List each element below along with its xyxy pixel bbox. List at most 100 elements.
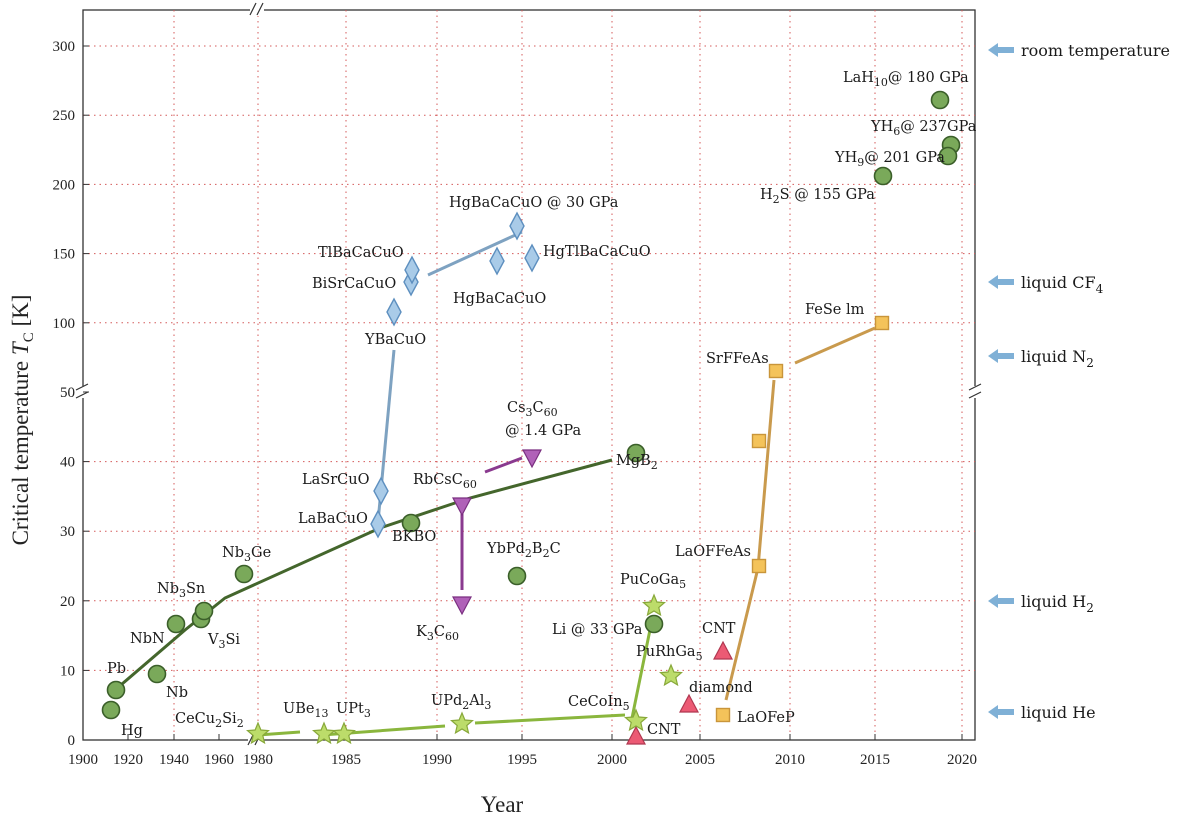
label-nb: Nb xyxy=(166,685,188,701)
marker-triangle-up xyxy=(626,725,646,745)
x-break-mark-top xyxy=(249,2,264,16)
marker-diamond xyxy=(370,509,386,539)
marker-square xyxy=(751,558,767,574)
x-tick-label: 1940 xyxy=(159,752,189,768)
x-tick-label: 2000 xyxy=(597,752,627,768)
label-cnt-2006: CNT xyxy=(702,621,736,637)
trend-line-conventional xyxy=(114,458,613,692)
y-tick-label: 100 xyxy=(53,316,76,332)
label-ybacuo: YBaCuO xyxy=(364,332,426,348)
ref-room-temperature: room temperature xyxy=(1021,41,1170,60)
label-cs3c60: Cs3C60 xyxy=(507,400,558,419)
y-tick-label: 50 xyxy=(60,385,75,401)
marker-square xyxy=(874,315,890,331)
x-tick-label: 1920 xyxy=(113,752,143,768)
y-break-right xyxy=(969,386,983,398)
label-cecoin5: CeCoIn5 xyxy=(568,694,630,713)
marker-star xyxy=(642,593,666,617)
y-tick-label: 0 xyxy=(68,733,76,749)
y-break-mark-left xyxy=(75,383,89,399)
marker-circle xyxy=(938,146,958,166)
marker-diamond xyxy=(386,297,402,327)
x-tick-label: 1980 xyxy=(243,752,273,768)
label-ube13: UBe13 xyxy=(283,701,328,720)
marker-circle xyxy=(930,90,950,110)
label-fese: FeSe lm xyxy=(805,302,865,318)
marker-circle xyxy=(194,601,214,621)
label-yh9: YH9@ 201 GPa xyxy=(834,150,945,169)
trend-line-hf-1 xyxy=(257,730,301,737)
label-lah10: LaH10@ 180 GPa xyxy=(843,70,969,89)
marker-square xyxy=(768,363,784,379)
x-axis-title: Year xyxy=(481,792,524,817)
label-lasrcuo: LaSrCuO xyxy=(302,472,370,488)
marker-circle xyxy=(507,566,527,586)
label-bkbo: BKBO xyxy=(392,529,436,545)
ref-liquid-cf4: liquid CF4 xyxy=(1021,273,1104,296)
label-upd2al3: UPd2Al3 xyxy=(431,693,491,712)
y-tick-label: 250 xyxy=(53,108,76,124)
label-hgbacacuo: HgBaCaCuO xyxy=(453,291,546,307)
label-cnt-2001: CNT xyxy=(647,722,681,738)
trend-line-cuprate-2 xyxy=(427,230,523,277)
marker-star xyxy=(332,721,356,745)
label-pucoga5: PuCoGa5 xyxy=(620,572,686,591)
marker-circle xyxy=(166,614,186,634)
trend-line-hf-3 xyxy=(474,713,626,725)
marker-circle xyxy=(401,513,421,533)
marker-star xyxy=(624,708,648,732)
trend-line-iron-2 xyxy=(794,326,876,365)
y-tick-label: 150 xyxy=(53,247,76,263)
marker-circle xyxy=(873,166,893,186)
label-rbcsc60: RbCsC60 xyxy=(413,472,477,491)
marker-triangle-down xyxy=(452,497,472,517)
marker-diamond xyxy=(509,211,525,241)
marker-triangle-down xyxy=(522,449,542,469)
grid xyxy=(83,10,975,740)
marker-circle xyxy=(644,614,664,634)
ref-arrow-icon xyxy=(988,43,1014,57)
label-srffeas: SrFFeAs xyxy=(706,351,769,367)
marker-diamond xyxy=(404,255,420,285)
marker-square xyxy=(715,707,731,723)
label-v3si: V3Si xyxy=(207,632,240,651)
label-bisrcacuo: BiSrCaCuO xyxy=(312,276,396,292)
x-tick-label: 1995 xyxy=(507,752,537,768)
marker-circle xyxy=(234,564,254,584)
label-h2s: H2S @ 155 GPa xyxy=(760,187,875,206)
marker-star xyxy=(659,663,683,687)
marker-circle xyxy=(106,680,126,700)
label-tlbacacuo: TlBaCaCuO xyxy=(318,245,404,261)
label-cs3c60-pressure: @ 1.4 GPa xyxy=(505,423,581,439)
ref-arrow-icon xyxy=(988,705,1014,719)
ref-arrow-icon xyxy=(988,275,1014,289)
ref-liquid-he: liquid He xyxy=(1021,703,1096,722)
label-hg: Hg xyxy=(121,723,143,739)
ref-liquid-h2: liquid H2 xyxy=(1021,592,1094,615)
plot-frame xyxy=(82,9,976,741)
label-ybpd2b2c: YbPd2B2C xyxy=(486,541,561,560)
y-break-mark-right xyxy=(968,383,982,399)
marker-triangle-down xyxy=(452,596,472,616)
label-diamond: diamond xyxy=(689,680,753,696)
y-tick-label: 30 xyxy=(60,524,75,540)
label-pb: Pb xyxy=(107,661,126,677)
marker-star xyxy=(450,711,474,735)
ref-arrow-icon xyxy=(988,349,1014,363)
trend-line-iron-1 xyxy=(724,379,776,701)
marker-circle xyxy=(101,700,121,720)
label-mgb2: MgB2 xyxy=(616,453,658,472)
label-cecu2si2: CeCu2Si2 xyxy=(175,711,244,730)
label-nbn: NbN xyxy=(130,631,165,647)
y-tick-label: 20 xyxy=(60,594,75,610)
x-tick-label: 2015 xyxy=(860,752,890,768)
label-nb3sn: Nb3Sn xyxy=(157,581,205,600)
label-nb3ge: Nb3Ge xyxy=(222,545,271,564)
ref-liquid-n2: liquid N2 xyxy=(1021,347,1094,370)
x-tick-label: 2010 xyxy=(775,752,805,768)
x-tick-label: 1960 xyxy=(204,752,234,768)
label-hgtlbacacuo: HgTlBaCaCuO xyxy=(543,244,651,260)
y-tick-label: 300 xyxy=(53,39,76,55)
label-li: Li @ 33 GPa xyxy=(552,622,643,638)
trend-line-fulleride-2 xyxy=(484,456,523,474)
